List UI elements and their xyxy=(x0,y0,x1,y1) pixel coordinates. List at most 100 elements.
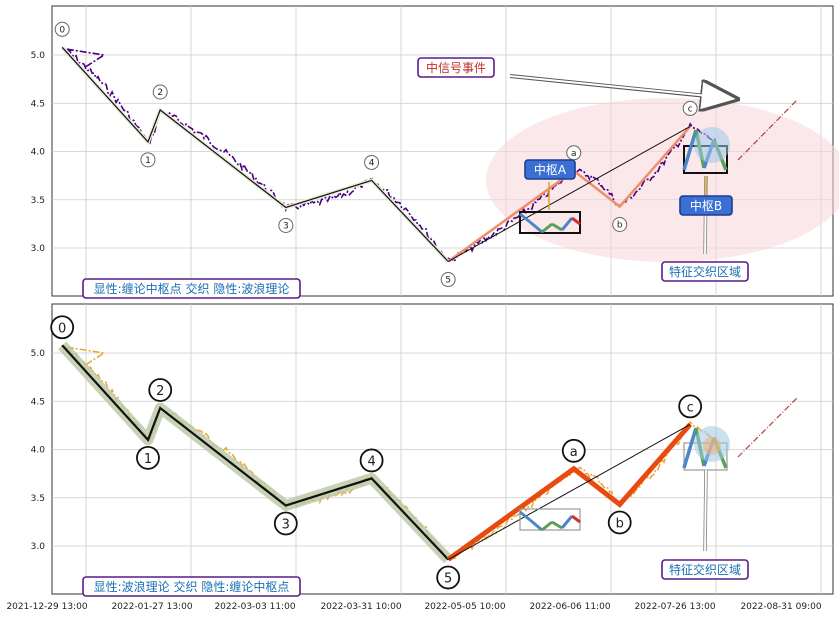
channel-line xyxy=(447,423,691,560)
wave-marker-0 xyxy=(50,315,75,340)
bottom-wave-lines xyxy=(61,344,693,562)
zigzag-segment-a xyxy=(519,212,531,224)
xtick-label-2: 2022-03-03 11:00 xyxy=(214,602,295,612)
wave-marker-4 xyxy=(364,154,380,170)
wave-marker-label-5: 5 xyxy=(445,276,451,286)
zigzag-segment-b xyxy=(682,427,698,469)
c-glow-inner-bottom xyxy=(703,437,721,455)
wave-marker-label-3: 3 xyxy=(282,517,290,532)
trend-extension-bottom xyxy=(737,397,798,458)
top-ytick-label-1: 3.5 xyxy=(31,196,45,206)
wave-marker-label-c: c xyxy=(688,104,693,114)
zigzag-segment-a xyxy=(541,222,553,234)
bottom-ytick-label-1: 3.5 xyxy=(31,494,45,504)
center-b-label-box xyxy=(679,195,733,216)
wave-marker-label-0: 0 xyxy=(58,321,66,336)
wave-marker-1 xyxy=(140,152,156,168)
signal-event-arrow-inner xyxy=(509,75,729,99)
zigzag-segment-a xyxy=(560,515,574,529)
bottom-wave-markers: 0 1 2 3 4 5 a b c xyxy=(50,315,703,590)
top-caption-box xyxy=(82,278,301,299)
top-wave-markers: 0 1 2 3 4 5 a b c xyxy=(54,21,698,288)
zigzag-segment-a xyxy=(560,217,574,231)
wave-marker-label-1: 1 xyxy=(144,452,152,467)
top-ytick-label-0: 3.0 xyxy=(31,244,46,254)
channel-line xyxy=(447,125,691,262)
wave-marker-2 xyxy=(152,84,168,100)
bottom-ytick-label-0: 3.0 xyxy=(31,542,46,552)
wave-marker-b xyxy=(607,510,632,535)
wave-marker-3 xyxy=(278,217,294,233)
zigzag-segment-a xyxy=(541,520,553,532)
xtick-label-4: 2022-05-05 10:00 xyxy=(424,602,505,612)
wave-marker-label-c: c xyxy=(687,400,694,415)
feature-zone-label-bottom: 特征交织区域 xyxy=(669,562,741,577)
wave-marker-label-a: a xyxy=(571,149,577,159)
xtick-label-7: 2022-08-31 09:00 xyxy=(740,602,821,612)
zigzag-segment-a xyxy=(571,514,581,524)
wave-marker-3 xyxy=(273,511,298,536)
impulse-line xyxy=(61,344,449,561)
signal-event-label-box xyxy=(417,57,495,78)
wave-marker-c xyxy=(678,394,703,419)
top-price-line xyxy=(61,47,717,263)
xtick-label-1: 2022-01-27 13:00 xyxy=(111,602,192,612)
feature-zone-label-bottom-box xyxy=(661,559,749,580)
impulse-line xyxy=(61,46,449,262)
wave-marker-label-a: a xyxy=(570,445,578,460)
bottom-ytick-label-2: 4.0 xyxy=(31,446,46,456)
center-a-label-box xyxy=(524,159,576,180)
top-caption: 显性:缠论中枢点 交织 隐性:波浪理论 xyxy=(94,281,290,296)
top-ytick-label-4: 5.0 xyxy=(31,51,46,61)
feature-zone-label-top: 特征交织区域 xyxy=(669,264,741,279)
wave-marker-label-1: 1 xyxy=(145,156,151,166)
center-a-box-bottom xyxy=(519,508,581,531)
c-glow-top xyxy=(694,127,730,163)
wave-marker-label-2: 2 xyxy=(157,88,163,98)
wave-marker-label-5: 5 xyxy=(444,572,452,587)
xtick-label-5: 2022-06-06 11:00 xyxy=(529,602,610,612)
zigzag-segment-a xyxy=(551,520,563,530)
signal-event-label: 中信号事件 xyxy=(426,60,486,75)
feature-zone-label-top-box xyxy=(661,261,749,282)
correction-line xyxy=(447,125,692,263)
wave-marker-4 xyxy=(359,448,384,473)
bottom-price-line xyxy=(62,345,717,561)
wave-marker-5 xyxy=(436,565,461,590)
signal-zone-ellipse xyxy=(486,98,839,262)
feature-arrow-bottom-inner xyxy=(704,469,707,552)
bottom-caption-box xyxy=(82,576,301,597)
top-ytick-label-2: 4.0 xyxy=(31,148,46,158)
top-ytick-label-3: 4.5 xyxy=(31,99,45,109)
wave-marker-c xyxy=(682,100,698,116)
bottom-ytick-label-4: 5.0 xyxy=(31,349,46,359)
axes: 3.0 3.5 4.0 4.5 5.0 3.0 3.5 4.0 4.5 5.0 2021-12-29… xyxy=(6,51,821,612)
wave-marker-label-b: b xyxy=(616,517,624,532)
top-wave-lines xyxy=(60,45,692,263)
wave-marker-label-3: 3 xyxy=(283,221,289,231)
correction-line xyxy=(446,422,693,562)
trend-extension-top xyxy=(737,99,798,161)
zigzag-segment-a xyxy=(519,510,531,522)
wave-marker-b xyxy=(612,217,628,233)
center-b-label: 中枢B xyxy=(690,198,722,213)
top-price-series xyxy=(61,47,717,263)
zigzag-segment-a xyxy=(551,222,563,232)
wave-marker-a xyxy=(561,438,586,463)
wave-marker-label-4: 4 xyxy=(367,454,375,469)
wave-marker-label-b: b xyxy=(617,221,623,231)
bottom-ytick-label-3: 4.5 xyxy=(31,397,45,407)
wave-marker-5 xyxy=(440,272,456,288)
bottom-caption: 显性:波浪理论 交织 隐性:缠论中枢点 xyxy=(94,579,290,594)
wave-marker-label-2: 2 xyxy=(156,384,164,399)
zigzag-segment-a xyxy=(529,518,543,532)
xtick-label-6: 2022-07-26 13:00 xyxy=(634,602,715,612)
xtick-label-3: 2022-03-31 10:00 xyxy=(320,602,401,612)
wave-marker-1 xyxy=(136,445,160,470)
wave-marker-2 xyxy=(148,378,173,402)
zigzag-segment-a xyxy=(529,220,543,234)
zigzag-segment-b xyxy=(682,129,698,171)
wave-marker-label-0: 0 xyxy=(59,25,65,35)
